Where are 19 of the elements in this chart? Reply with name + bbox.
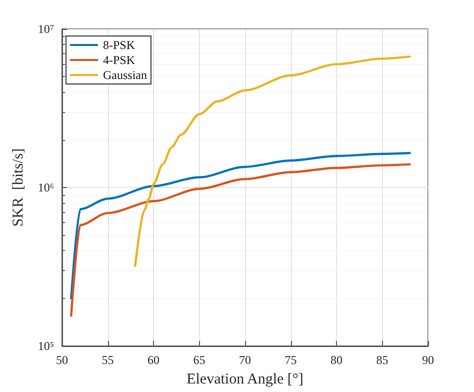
x-tick-label: 65 — [193, 353, 206, 367]
legend-label: 8-PSK — [103, 38, 136, 52]
y-tick-label: 10⁶ — [38, 180, 54, 194]
y-tick-label: 10⁷ — [38, 22, 54, 36]
line-series — [70, 163, 411, 317]
legend-label: 4-PSK — [103, 53, 136, 67]
x-tick-label: 50 — [56, 353, 68, 367]
x-tick-label: 60 — [148, 353, 160, 367]
x-tick-label: 90 — [422, 353, 434, 367]
x-tick-label: 85 — [376, 353, 388, 367]
y-axis-title: SKR [bits/s] — [10, 148, 26, 227]
x-tick-label: 75 — [284, 353, 297, 367]
x-tick-label: 70 — [239, 353, 251, 367]
x-tick-label: 55 — [102, 353, 114, 367]
line-series — [70, 152, 411, 300]
legend-label: Gaussian — [103, 68, 147, 82]
x-axis-title: Elevation Angle [°] — [186, 372, 304, 388]
y-tick-label: 10⁵ — [38, 339, 54, 353]
x-tick-label: 80 — [330, 353, 342, 367]
